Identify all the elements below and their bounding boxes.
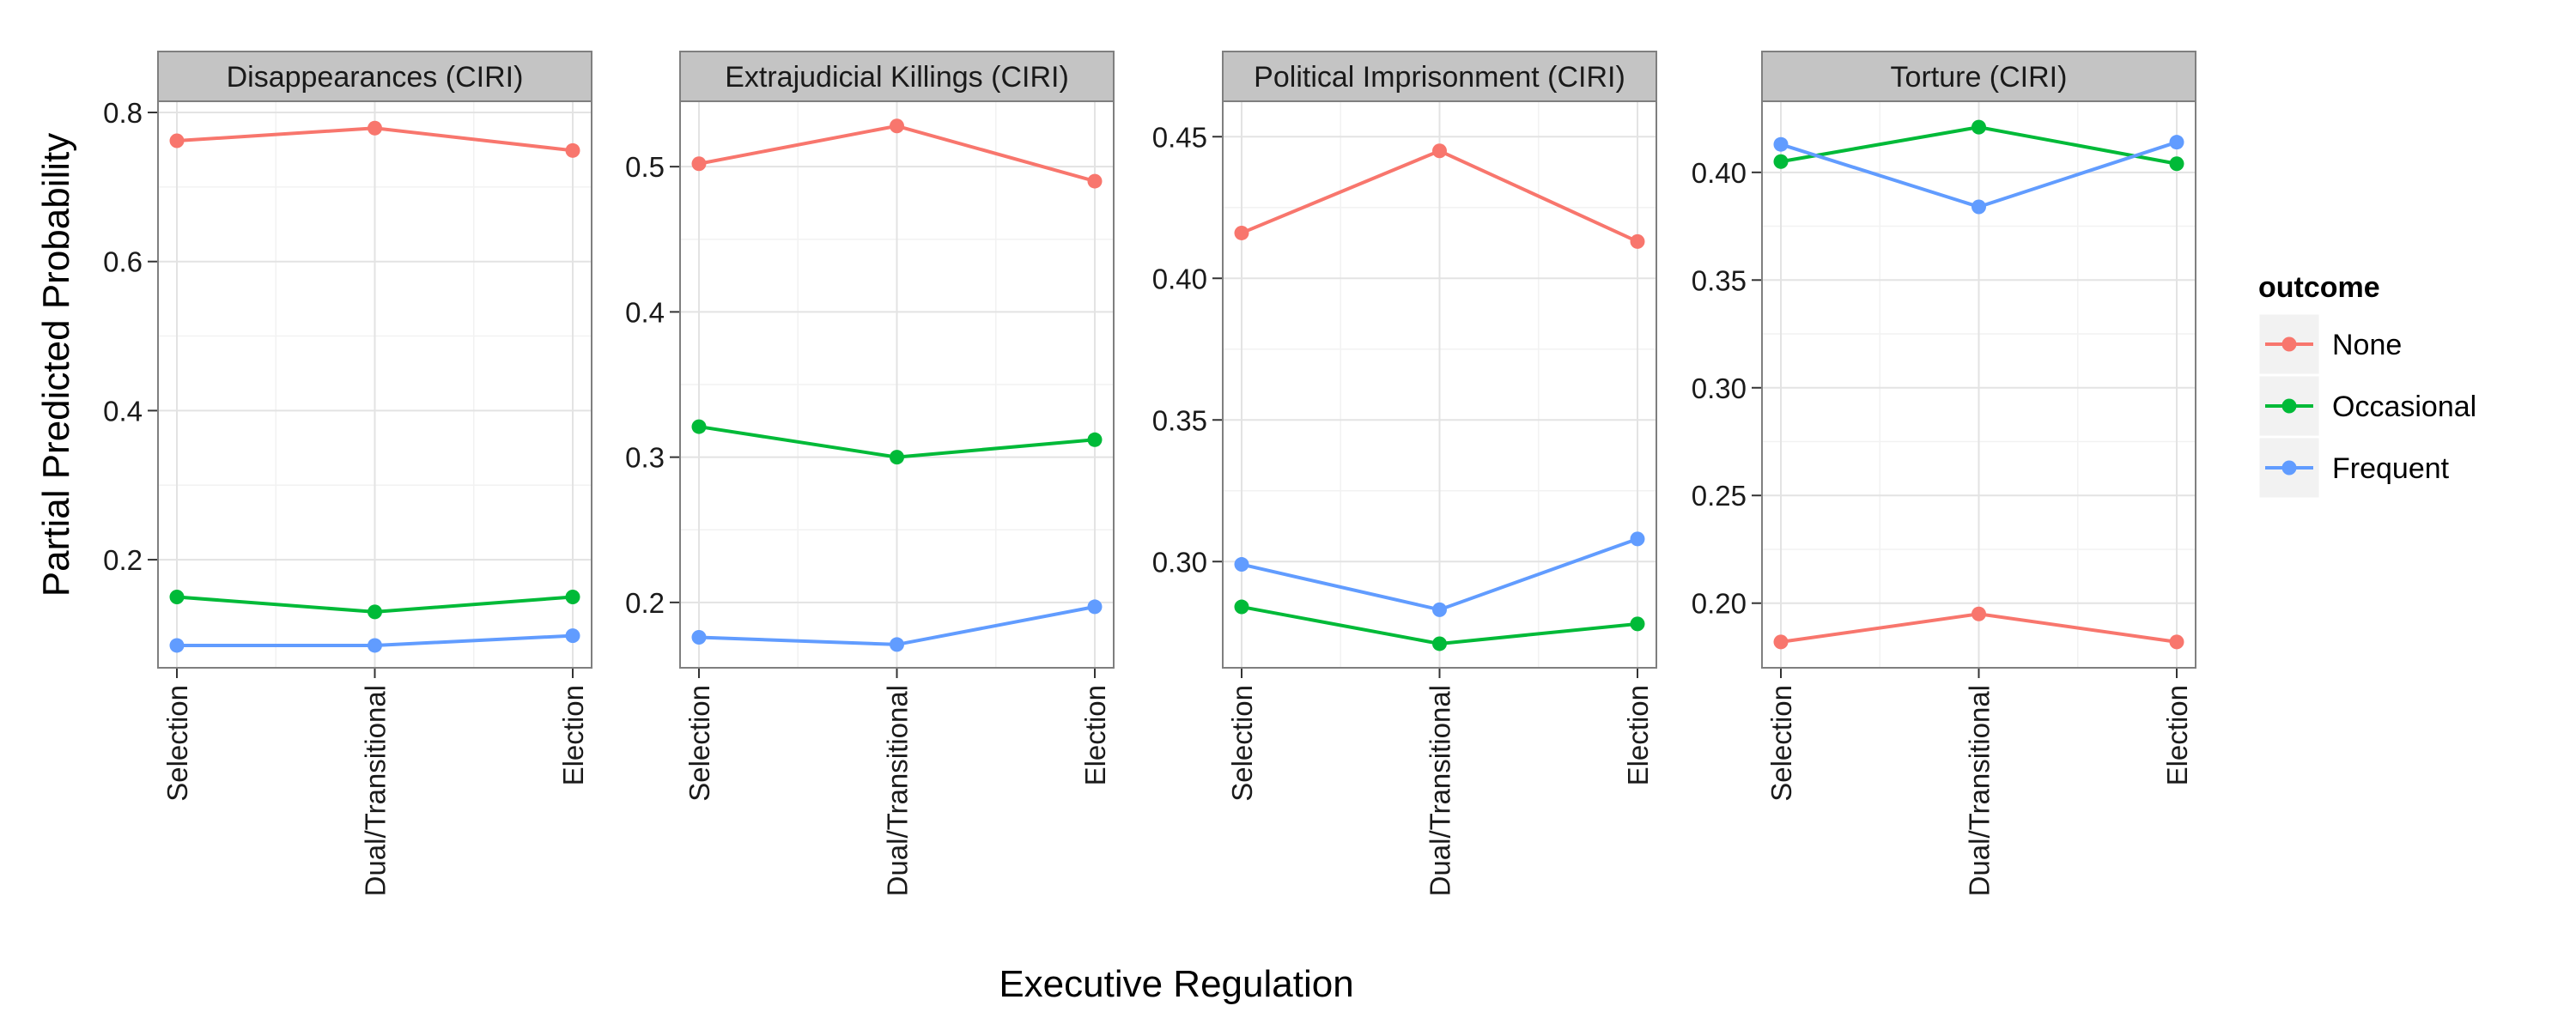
facet-strip bbox=[679, 51, 1115, 102]
legend-title: outcome bbox=[2258, 271, 2380, 304]
data-point-frequent bbox=[1432, 602, 1447, 617]
legend-key-point bbox=[2281, 460, 2297, 476]
data-point-frequent bbox=[2169, 135, 2184, 150]
data-point-none bbox=[368, 120, 382, 136]
data-point-occasional bbox=[1234, 599, 1249, 615]
data-point-occasional bbox=[1630, 616, 1645, 632]
facet-strip-label: Extrajudicial Killings (CIRI) bbox=[725, 61, 1069, 94]
data-point-none bbox=[1630, 233, 1645, 249]
data-point-occasional bbox=[169, 590, 185, 604]
data-point-occasional bbox=[1971, 119, 1986, 135]
x-axis-title: Executive Regulation bbox=[999, 963, 1353, 1005]
y-tick-label: 0.4 bbox=[103, 395, 143, 427]
x-tick-label: Election bbox=[2161, 685, 2193, 785]
facet-panel: Extrajudicial Killings (CIRI) 0.2 0.3 0.4 0.… bbox=[625, 51, 1115, 896]
facet-panel: Disappearances (CIRI) 0.2 0.4 0.6 0.8 Selecti… bbox=[103, 51, 592, 896]
data-point-frequent bbox=[1773, 136, 1789, 152]
y-tick-label: 0.35 bbox=[1692, 264, 1747, 296]
data-point-occasional bbox=[368, 604, 382, 620]
y-tick-label: 0.8 bbox=[103, 97, 143, 129]
facet-strip bbox=[157, 51, 592, 102]
facet-strip bbox=[1222, 51, 1657, 102]
legend: outcome None Occasional Frequent bbox=[2257, 271, 2476, 500]
data-point-frequent bbox=[1234, 557, 1249, 573]
legend-entry-label: None bbox=[2332, 329, 2402, 361]
x-tick-label: Selection bbox=[683, 685, 715, 802]
data-point-frequent bbox=[1087, 599, 1103, 615]
facet-panels: Disappearances (CIRI) 0.2 0.4 0.6 0.8 Selecti… bbox=[103, 51, 2196, 896]
data-point-none bbox=[691, 156, 707, 172]
y-tick-label: 0.30 bbox=[1692, 373, 1747, 404]
data-point-occasional bbox=[890, 450, 904, 465]
y-tick-label: 0.6 bbox=[103, 246, 143, 278]
legend-entry-label: Frequent bbox=[2332, 452, 2450, 485]
y-tick-label: 0.40 bbox=[1152, 263, 1207, 294]
y-tick-label: 0.2 bbox=[625, 587, 665, 619]
x-tick-label: Dual/Transitional bbox=[1425, 685, 1456, 896]
data-point-occasional bbox=[1432, 636, 1447, 651]
data-point-frequent bbox=[565, 628, 580, 644]
facet-strip-label: Torture (CIRI) bbox=[1891, 61, 2068, 94]
x-tick-label: Election bbox=[557, 685, 589, 785]
y-tick-label: 0.5 bbox=[625, 151, 665, 183]
data-point-none bbox=[565, 142, 580, 158]
panel-border bbox=[679, 100, 1115, 669]
data-point-frequent bbox=[691, 629, 707, 645]
facet-strip-label: Disappearances (CIRI) bbox=[227, 61, 524, 94]
data-point-frequent bbox=[368, 638, 382, 653]
x-tick-label: Selection bbox=[161, 685, 193, 802]
facet-panel: Political Imprisonment (CIRI) 0.30 0.35 0.4… bbox=[1152, 51, 1657, 896]
x-tick-label: Dual/Transitional bbox=[360, 685, 392, 896]
data-point-frequent bbox=[1971, 199, 1986, 215]
data-point-frequent bbox=[169, 638, 185, 653]
y-tick-label: 0.2 bbox=[103, 544, 143, 576]
data-point-none bbox=[1432, 143, 1447, 159]
y-tick-label: 0.4 bbox=[625, 296, 665, 328]
data-point-none bbox=[1971, 606, 1986, 621]
y-tick-label: 0.35 bbox=[1152, 404, 1207, 436]
y-tick-label: 0.45 bbox=[1152, 121, 1207, 153]
x-tick-label: Selection bbox=[1226, 685, 1258, 802]
legend-entry-label: Occasional bbox=[2332, 391, 2476, 423]
x-tick-label: Election bbox=[1079, 685, 1111, 785]
data-point-frequent bbox=[1630, 531, 1645, 547]
y-tick-label: 0.25 bbox=[1692, 480, 1747, 512]
facet-strip-label: Political Imprisonment (CIRI) bbox=[1254, 61, 1625, 94]
data-point-occasional bbox=[1773, 154, 1789, 169]
y-tick-label: 0.20 bbox=[1692, 588, 1747, 620]
data-point-none bbox=[890, 118, 904, 134]
facet-strip bbox=[1761, 51, 2196, 102]
data-point-none bbox=[2169, 634, 2184, 650]
data-point-occasional bbox=[565, 590, 580, 604]
legend-key-point bbox=[2281, 398, 2297, 414]
panel-border bbox=[1222, 100, 1657, 669]
data-point-none bbox=[1087, 173, 1103, 189]
y-tick-label: 0.3 bbox=[625, 442, 665, 474]
panel-border bbox=[1761, 100, 2196, 669]
data-point-none bbox=[169, 133, 185, 148]
x-tick-label: Dual/Transitional bbox=[882, 685, 914, 896]
x-tick-label: Dual/Transitional bbox=[1964, 685, 1996, 896]
x-tick-label: Selection bbox=[1765, 685, 1797, 802]
data-point-occasional bbox=[1087, 432, 1103, 447]
legend-key-point bbox=[2281, 336, 2297, 352]
y-tick-label: 0.30 bbox=[1152, 546, 1207, 578]
y-tick-label: 0.40 bbox=[1692, 157, 1747, 189]
facet-panel: Torture (CIRI) 0.20 0.25 0.30 0.35 0.40 Select… bbox=[1692, 51, 2196, 896]
data-point-none bbox=[1234, 225, 1249, 240]
panel-border bbox=[157, 100, 592, 669]
data-point-occasional bbox=[2169, 156, 2184, 172]
x-tick-label: Election bbox=[1622, 685, 1654, 785]
data-point-frequent bbox=[890, 637, 904, 652]
data-point-occasional bbox=[691, 419, 707, 434]
y-axis-title: Partial Predicted Probability bbox=[35, 133, 77, 597]
data-point-none bbox=[1773, 634, 1789, 650]
